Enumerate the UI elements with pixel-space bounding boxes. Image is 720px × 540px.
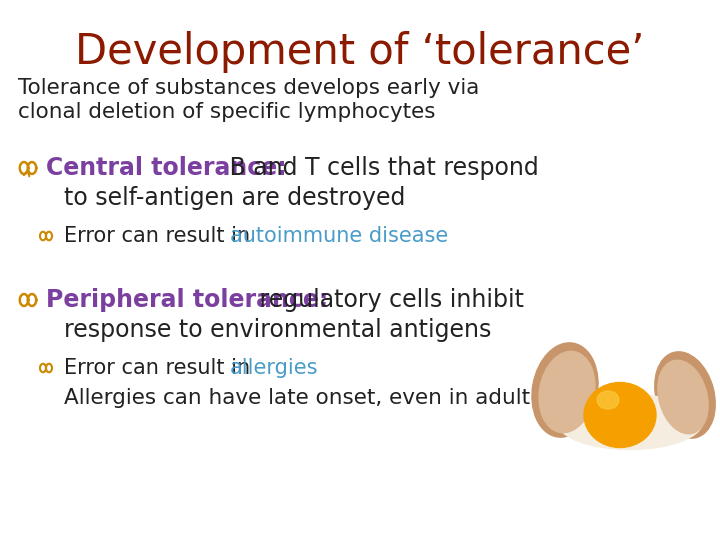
Text: autoimmune disease: autoimmune disease [230,226,449,246]
Text: βε: βε [18,167,19,169]
Text: Error can result in: Error can result in [64,358,257,378]
Text: Error can result in: Error can result in [64,226,257,246]
Text: Development of ‘tolerance’: Development of ‘tolerance’ [76,31,644,73]
Text: allergies: allergies [230,358,318,378]
Text: Peripheral tolerance:: Peripheral tolerance: [46,288,328,312]
Ellipse shape [539,352,595,433]
Ellipse shape [597,391,619,409]
Ellipse shape [532,343,598,437]
Text: to self-antigen are destroyed: to self-antigen are destroyed [64,186,405,210]
Text: response to environmental antigens: response to environmental antigens [64,318,491,342]
Text: B and T cells that respond: B and T cells that respond [222,156,539,180]
Ellipse shape [584,382,656,448]
Ellipse shape [557,395,703,449]
Ellipse shape [654,352,715,438]
Text: Tolerance of substances develops early via: Tolerance of substances develops early v… [18,78,480,98]
Text: Central tolerance:: Central tolerance: [46,156,287,180]
Ellipse shape [658,360,708,434]
Text: Allergies can have late onset, even in adulthood: Allergies can have late onset, even in a… [64,388,584,408]
Text: clonal deletion of specific lymphocytes: clonal deletion of specific lymphocytes [18,102,436,122]
Text: regulatory cells inhibit: regulatory cells inhibit [252,288,523,312]
